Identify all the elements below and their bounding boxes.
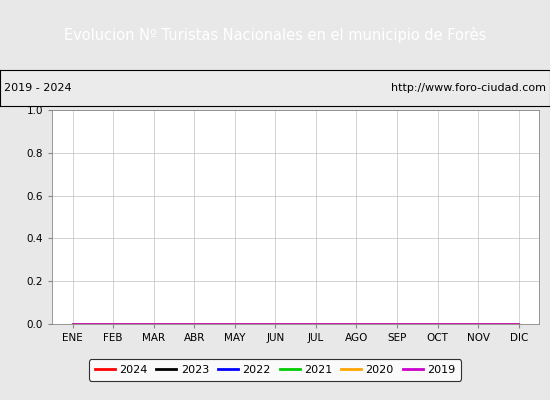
Text: 2019 - 2024: 2019 - 2024 <box>4 83 72 93</box>
Text: http://www.foro-ciudad.com: http://www.foro-ciudad.com <box>390 83 546 93</box>
Text: Evolucion Nº Turistas Nacionales en el municipio de Forès: Evolucion Nº Turistas Nacionales en el m… <box>64 27 486 43</box>
Legend: 2024, 2023, 2022, 2021, 2020, 2019: 2024, 2023, 2022, 2021, 2020, 2019 <box>89 360 461 380</box>
